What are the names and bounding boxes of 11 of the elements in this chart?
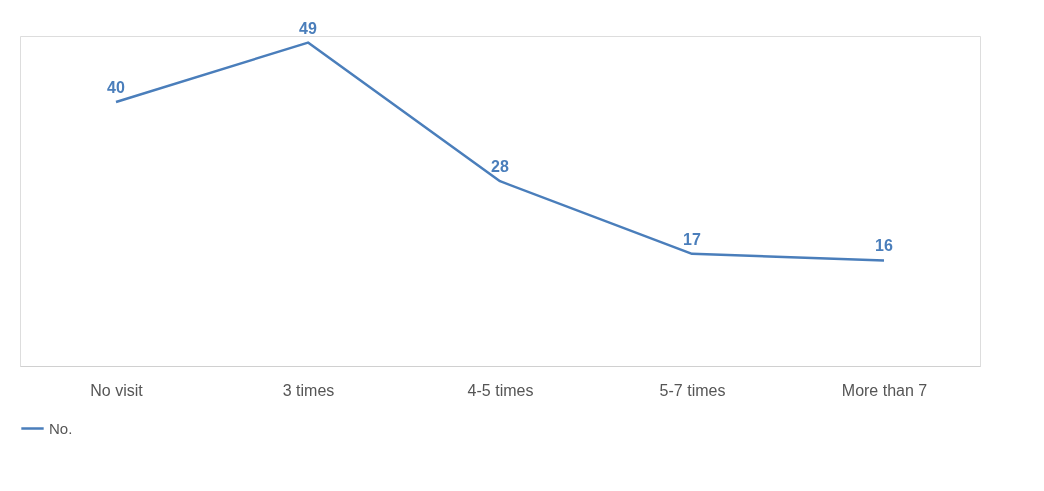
x-tick-label: 4-5 times [467,381,534,399]
data-label: 40 [107,79,125,96]
data-label: 28 [491,158,509,176]
x-tick-label: No visit [90,381,144,399]
data-label: 49 [299,19,317,37]
x-tick-label: 3 times [282,381,335,399]
x-tick-label: 5-7 times [659,381,726,399]
data-label: 16 [875,237,893,255]
data-label: 17 [683,230,701,248]
x-tick-label: More than 7 [841,381,928,399]
legend-label: No. [49,419,73,437]
